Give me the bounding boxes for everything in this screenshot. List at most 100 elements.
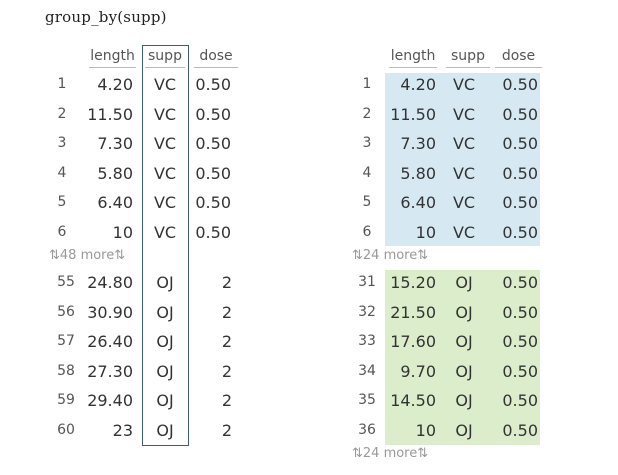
cell-dose: 0.50 [195, 222, 231, 242]
cell-length: 7.30 [400, 134, 436, 153]
row-index: 33 [358, 333, 376, 349]
left-more-rows: ⇅48 more⇅ [49, 248, 126, 263]
row-index: 1 [362, 76, 372, 92]
cell-supp: OJ [156, 273, 174, 292]
cell-supp: OJ [455, 332, 473, 351]
cell-length: 4.20 [400, 75, 436, 94]
header-supp: supp [446, 45, 490, 68]
cell-supp: OJ [455, 391, 473, 410]
row-index: 3 [362, 135, 372, 151]
left-table: length supp dose 1 4.20 VC 0.50 2 11.50 VC 0.50… [45, 45, 245, 455]
cell-dose: 2 [221, 361, 232, 381]
right-more-rows-1: ⇅24 more⇅ [352, 248, 429, 263]
cell-dose: 2 [221, 332, 232, 351]
row-index: 2 [362, 105, 372, 122]
cell-dose: 2 [221, 302, 232, 322]
cell-length: 21.50 [390, 302, 436, 322]
row-index: 4 [57, 164, 67, 181]
cell-supp: VC [153, 222, 177, 242]
cell-length: 24.80 [87, 273, 133, 292]
row-index: 57 [57, 333, 75, 349]
cell-dose: 0.50 [195, 134, 231, 153]
cell-supp: VC [153, 104, 177, 124]
row-index: 6 [362, 223, 372, 240]
table-row: 5 6.40 VC 0.50 [352, 189, 552, 218]
cell-length: 10 [415, 222, 436, 242]
table-row: 1 4.20 VC 0.50 [352, 71, 552, 100]
cell-dose: 0.50 [195, 163, 231, 183]
cell-dose: 2 [221, 391, 232, 410]
cell-supp: VC [452, 104, 476, 124]
cell-dose: 0.50 [502, 134, 538, 153]
cell-length: 14.50 [390, 391, 436, 410]
cell-dose: 0.50 [502, 302, 538, 322]
table-row: 6 10 VC 0.50 [352, 219, 552, 248]
code-label: group_by(supp) [45, 8, 167, 26]
cell-supp: OJ [156, 332, 174, 351]
table-row: 58 27.30 OJ 2 [45, 358, 245, 387]
table-row: 34 9.70 OJ 0.50 [352, 358, 552, 387]
cell-length: 6.40 [400, 193, 436, 212]
table-row: 55 24.80 OJ 2 [45, 269, 245, 298]
table-row: 4 5.80 VC 0.50 [45, 160, 245, 189]
row-index: 34 [358, 362, 376, 379]
cell-supp: OJ [455, 361, 473, 381]
row-index: 58 [57, 362, 75, 379]
cell-dose: 0.50 [195, 193, 231, 212]
cell-supp: OJ [455, 273, 473, 292]
cell-dose: 2 [221, 420, 232, 440]
table-row: 3 7.30 VC 0.50 [352, 130, 552, 159]
table-row: 6 10 VC 0.50 [45, 219, 245, 248]
cell-supp: VC [153, 193, 177, 212]
header-dose: dose [495, 45, 542, 68]
cell-length: 15.20 [390, 273, 436, 292]
table-row: 1 4.20 VC 0.50 [45, 71, 245, 100]
cell-length: 6.40 [97, 193, 133, 212]
table-row: 2 11.50 VC 0.50 [352, 101, 552, 130]
cell-dose: 0.50 [502, 391, 538, 410]
cell-dose: 0.50 [502, 193, 538, 212]
cell-dose: 0.50 [502, 222, 538, 242]
cell-dose: 0.50 [502, 332, 538, 351]
cell-supp: VC [153, 163, 177, 183]
cell-dose: 0.50 [195, 104, 231, 124]
table-row: 31 15.20 OJ 0.50 [352, 269, 552, 298]
cell-supp: OJ [156, 361, 174, 381]
cell-supp: OJ [455, 302, 473, 322]
right-table: length supp dose 1 4.20 VC 0.50 2 11.50 VC 0.50… [352, 45, 552, 470]
cell-dose: 2 [221, 273, 232, 292]
cell-supp: OJ [156, 302, 174, 322]
table-row: 35 14.50 OJ 0.50 [352, 387, 552, 416]
cell-length: 10 [112, 222, 133, 242]
cell-length: 29.40 [87, 391, 133, 410]
cell-supp: VC [452, 193, 476, 212]
cell-length: 27.30 [87, 361, 133, 381]
row-index: 5 [362, 194, 372, 210]
table-row: 57 26.40 OJ 2 [45, 328, 245, 357]
header-length: length [389, 45, 437, 68]
row-index: 59 [57, 392, 75, 408]
row-index: 6 [57, 223, 67, 240]
header-length: length [89, 45, 136, 68]
row-index: 36 [358, 421, 376, 438]
row-index: 4 [362, 164, 372, 181]
cell-dose: 0.50 [502, 163, 538, 183]
table-row: 33 17.60 OJ 0.50 [352, 328, 552, 357]
table-row: 4 5.80 VC 0.50 [352, 160, 552, 189]
cell-length: 7.30 [97, 134, 133, 153]
cell-dose: 0.50 [502, 273, 538, 292]
cell-length: 17.60 [390, 332, 436, 351]
cell-supp: OJ [455, 420, 473, 440]
cell-length: 5.80 [400, 163, 436, 183]
cell-length: 11.50 [87, 104, 133, 124]
cell-supp: VC [452, 163, 476, 183]
cell-length: 26.40 [87, 332, 133, 351]
row-index: 1 [57, 76, 67, 92]
row-index: 56 [57, 303, 75, 320]
table-row: 3 7.30 VC 0.50 [45, 130, 245, 159]
cell-length: 23 [112, 420, 133, 440]
cell-dose: 0.50 [502, 75, 538, 94]
row-index: 60 [57, 421, 75, 438]
table-row: 56 30.90 OJ 2 [45, 299, 245, 328]
row-index: 5 [57, 194, 67, 210]
